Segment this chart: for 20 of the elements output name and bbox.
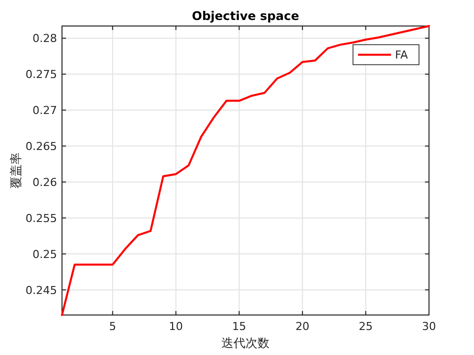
x-tick-label: 20 xyxy=(295,320,310,333)
y-tick-label: 0.255 xyxy=(26,212,57,225)
y-axis-title: 覆盖率 xyxy=(9,152,23,188)
x-axis-title: 迭代次数 xyxy=(222,336,270,350)
x-tick-label: 10 xyxy=(168,320,183,333)
x-tick-label: 30 xyxy=(422,320,436,333)
y-tick-label: 0.27 xyxy=(32,104,57,118)
y-tick-label: 0.25 xyxy=(32,248,57,261)
legend-label: FA xyxy=(395,48,408,62)
y-tick-label: 0.265 xyxy=(26,140,57,154)
x-tick-label: 25 xyxy=(358,320,373,333)
chart-title: Objective space xyxy=(192,9,300,23)
line-series xyxy=(61,25,430,316)
y-tick-label: 0.28 xyxy=(32,32,57,46)
y-tick-label: 0.26 xyxy=(32,176,57,189)
y-tick-label: 0.245 xyxy=(26,284,57,297)
x-tick-label: 5 xyxy=(109,320,116,333)
legend: FA xyxy=(352,44,420,66)
x-tick-label: 15 xyxy=(232,320,246,333)
y-tick-label: 0.275 xyxy=(26,68,57,82)
